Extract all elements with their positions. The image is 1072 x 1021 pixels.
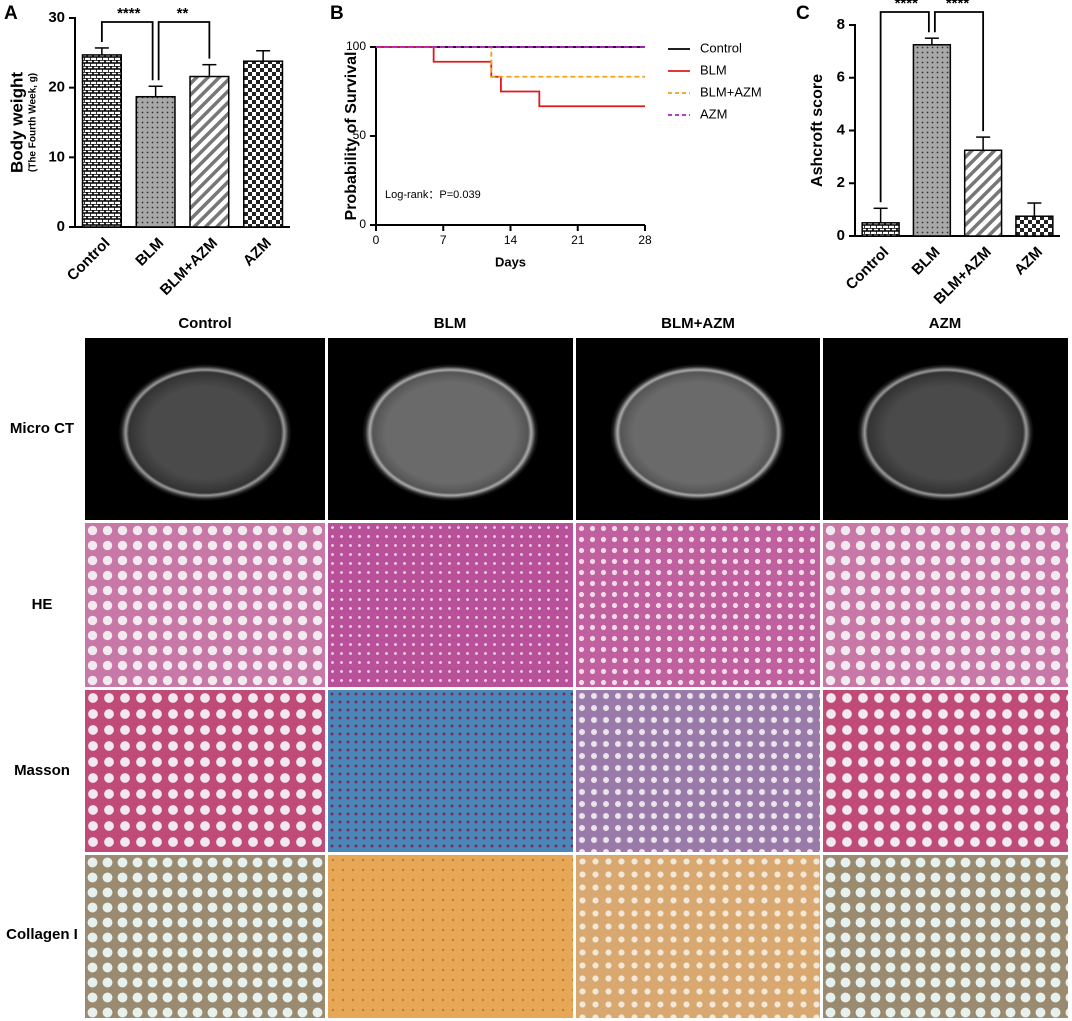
bar <box>135 95 176 228</box>
row-header: Collagen I <box>6 926 78 943</box>
x-tick-label: BLM <box>132 235 167 270</box>
panel-label: C <box>796 3 810 24</box>
x-tick-label: 14 <box>504 233 518 247</box>
survival-curve <box>376 46 645 108</box>
micrograph <box>823 690 1068 852</box>
row-header: Masson <box>14 762 70 779</box>
x-tick-label: BLM+AZM <box>157 235 221 299</box>
y-axis-title: Body weight <box>7 72 26 173</box>
micrograph <box>576 338 820 520</box>
column-header: Control <box>178 315 232 332</box>
bar <box>189 75 230 228</box>
y-tick-label: 0 <box>837 227 845 244</box>
row-header: Micro CT <box>9 420 75 437</box>
significance-label: **** <box>117 5 141 22</box>
y-tick-label: 10 <box>48 148 65 165</box>
bar <box>243 60 284 228</box>
y-tick-label: 100 <box>346 39 366 53</box>
y-tick-label: 30 <box>48 9 65 26</box>
x-tick-label: Control <box>64 235 114 285</box>
y-axis-title: Ashcroft score <box>809 74 826 187</box>
legend-label: Control <box>700 40 742 55</box>
x-tick-label: AZM <box>240 235 275 270</box>
x-tick-label: 21 <box>571 233 585 247</box>
x-tick-label: 28 <box>638 233 652 247</box>
x-tick-label: Control <box>843 244 893 294</box>
panel-label: B <box>330 3 344 24</box>
y-tick-label: 8 <box>837 16 845 33</box>
x-axis-title: Days <box>495 254 526 269</box>
bar <box>963 149 1003 237</box>
bar <box>81 54 122 228</box>
legend-label: BLM+AZM <box>700 84 762 99</box>
bar <box>1015 215 1054 237</box>
significance-label: ** <box>177 5 189 22</box>
micrograph <box>85 338 325 520</box>
legend-label: BLM <box>700 62 727 77</box>
panel-label: A <box>4 3 18 24</box>
significance-bracket <box>157 21 211 81</box>
significance-label: **** <box>946 0 970 12</box>
micrograph <box>823 338 1068 520</box>
row-header: HE <box>31 596 53 613</box>
x-tick-label: 0 <box>373 233 380 247</box>
significance-bracket <box>100 21 154 81</box>
significance-bracket <box>933 11 985 132</box>
micrograph <box>328 338 573 520</box>
y-tick-label: 6 <box>837 69 845 86</box>
micrograph <box>85 855 325 1018</box>
micrograph <box>576 690 820 852</box>
legend-label: AZM <box>700 106 727 121</box>
micrograph <box>823 523 1068 687</box>
micrograph <box>85 523 325 687</box>
y-tick-label: 4 <box>837 121 846 138</box>
x-tick-label: AZM <box>1011 244 1046 279</box>
survival-curve <box>376 46 645 78</box>
y-tick-label: 2 <box>837 174 845 191</box>
micrograph <box>328 690 573 852</box>
y-axis-title: Probability of Survival <box>343 52 360 221</box>
micrograph <box>328 855 573 1018</box>
column-header: BLM <box>433 315 467 332</box>
y-tick-label: 0 <box>57 218 65 235</box>
bar <box>861 222 900 237</box>
micrograph <box>576 523 820 687</box>
micrograph <box>85 690 325 852</box>
micrograph <box>823 855 1068 1018</box>
micrograph <box>576 855 820 1018</box>
x-tick-label: BLM <box>909 244 944 279</box>
bar <box>912 44 952 237</box>
y-axis-subtitle: (The Fourth Week, g) <box>28 73 39 172</box>
significance-label: **** <box>895 0 919 12</box>
column-header: AZM <box>928 315 962 332</box>
y-tick-label: 50 <box>353 128 367 142</box>
significance-bracket <box>879 11 930 203</box>
column-header: BLM+AZM <box>661 315 735 332</box>
x-tick-label: 7 <box>440 233 447 247</box>
micrograph <box>328 523 573 687</box>
y-tick-label: 20 <box>48 79 65 96</box>
annotation: Log-rank：P=0.039 <box>385 189 481 201</box>
y-tick-label: 0 <box>359 217 366 231</box>
